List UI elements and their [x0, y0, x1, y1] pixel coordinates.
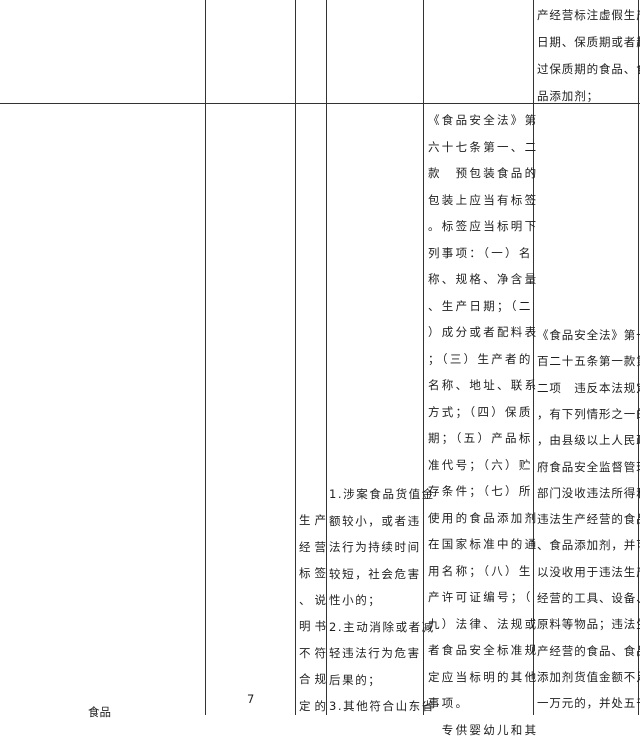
text-line: 经营 — [299, 539, 330, 554]
text-line: 专供婴幼儿和其 — [428, 722, 539, 737]
text-line: 、生产日期；（二 — [428, 298, 533, 313]
text-line: 定应当标明的其他 — [428, 669, 539, 684]
text-line: 方式；（四）保质 — [428, 404, 533, 419]
text-line: 额较小，或者违 — [329, 513, 421, 528]
row2-category-cell: 食品 — [88, 701, 111, 720]
row2-number-cell: 7 — [247, 688, 254, 707]
column-border — [326, 0, 327, 715]
text-line: 款 预包装食品的 — [428, 166, 539, 180]
category-label: 食品 — [88, 705, 111, 719]
text-line: 存条件；（七）所 — [428, 484, 533, 498]
text-line: 以没收用于违法生产 — [537, 564, 640, 579]
column-border — [205, 0, 206, 715]
text-line: 合规 — [299, 672, 330, 686]
text-line: 品添加剂； — [537, 89, 599, 103]
text-line: 法行为持续时间 — [329, 540, 421, 554]
text-line: 在国家标准中的通 — [428, 537, 539, 551]
text-line: 产经营标注虚假生产 — [537, 8, 640, 22]
text-line: 经营的工具、设备、 — [537, 591, 640, 605]
text-line: 府食品安全监督管理 — [537, 459, 640, 474]
text-line: 。标签应当标明下 — [428, 219, 539, 233]
text-line: 性小的； — [329, 593, 382, 607]
text-line: 明书 — [299, 619, 330, 633]
text-line: 不符 — [299, 645, 330, 660]
text-line: 较短，社会危害 — [329, 566, 421, 581]
text-line: 用名称；（八）生 — [428, 563, 533, 578]
text-line: 百二十五条第一款第 — [537, 354, 640, 369]
text-line: ；（三）生产者的 — [428, 351, 533, 366]
text-line: 日期、保质期或者超 — [537, 35, 640, 49]
text-line: 《食品安全法》第 — [428, 113, 539, 127]
text-line: 准代号；（六）贮 — [428, 457, 533, 472]
text-line: 违法生产经营的食品 — [537, 512, 640, 527]
text-line: 称、规格、净含量 — [428, 272, 539, 286]
text-line: 期；（五）产品标 — [428, 431, 533, 445]
text-line: 定的 — [299, 698, 330, 713]
column-border — [638, 0, 639, 715]
text-line: ）成分或者配料表 — [428, 325, 539, 339]
text-line: 3.其他符合山东省 — [329, 699, 435, 713]
text-line: 《食品安全法》第一 — [537, 328, 640, 342]
text-line: 部门没收违法所得和 — [537, 485, 640, 500]
text-line: 后果的； — [329, 672, 382, 687]
text-line: 者食品安全标准规 — [428, 643, 539, 657]
text-line: ，有下列情形之一的 — [537, 406, 640, 421]
text-line: 二项 违反本法规定 — [537, 380, 640, 395]
text-line: 生产 — [299, 513, 330, 527]
text-line: 九）法律、法规或 — [428, 616, 539, 631]
text-line: 原料等物品；违法生 — [537, 617, 640, 632]
item-number: 7 — [247, 692, 255, 706]
column-border — [533, 0, 534, 715]
text-line: 一万元的，并处五千 — [537, 696, 640, 711]
text-line: 包装上应当有标签 — [428, 192, 539, 207]
text-line: 过保质期的食品、食 — [537, 62, 640, 76]
text-line: 使用的食品添加剂 — [428, 510, 539, 525]
text-line: 列事项：（一）名 — [428, 245, 533, 260]
column-border — [295, 0, 296, 715]
text-line: 2.主动消除或者减 — [329, 619, 435, 634]
text-line: 、说 — [299, 592, 330, 607]
text-line: 1.涉案食品货值金 — [329, 487, 435, 501]
text-line: 产许可证编号；（ — [428, 590, 533, 604]
text-line: 六十七条第一、二 — [428, 139, 539, 154]
row-border — [0, 103, 640, 104]
text-line: 轻违法行为危害 — [329, 646, 421, 660]
text-line: 添加剂货值金额不足 — [537, 669, 640, 684]
text-line: 产经营的食品、食品 — [537, 643, 640, 658]
text-line: ，由县级以上人民政 — [537, 433, 640, 448]
text-line: 事项。 — [428, 696, 470, 710]
column-border — [423, 0, 424, 715]
text-line: 名称、地址、联系 — [428, 378, 539, 392]
text-line: 、食品添加剂，并可 — [537, 538, 640, 553]
text-line: 标签 — [299, 566, 330, 580]
